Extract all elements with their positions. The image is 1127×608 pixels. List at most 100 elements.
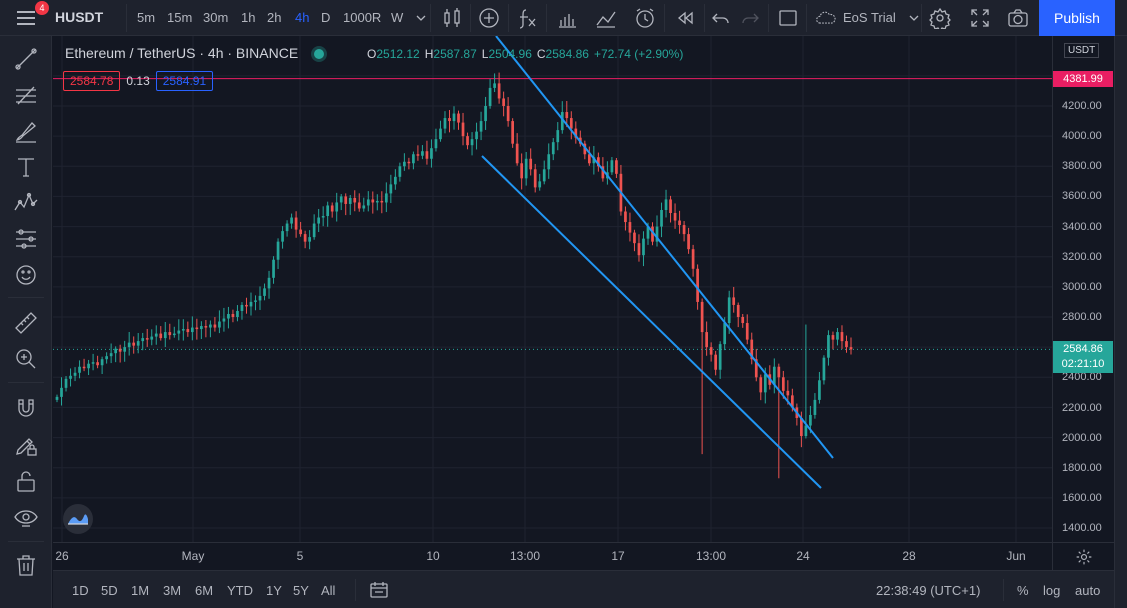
timeframe-w[interactable]: W — [391, 10, 404, 25]
candle-body — [290, 217, 293, 224]
candle-body — [610, 160, 614, 173]
change-value: +72.74 (+2.90%) — [593, 47, 684, 61]
candle-body — [551, 142, 555, 155]
candle-body — [272, 259, 275, 278]
price-tick: 3000.00 — [1062, 281, 1102, 293]
candle-body — [524, 158, 528, 179]
magnet-icon[interactable] — [13, 396, 39, 422]
alert-clock-icon[interactable] — [634, 7, 656, 29]
candle-body — [443, 118, 447, 129]
candle-body — [412, 154, 415, 164]
candle-body — [222, 318, 226, 322]
replay-icon[interactable] — [674, 7, 696, 29]
candle-body — [651, 226, 654, 242]
candle-body — [181, 329, 185, 331]
undo-icon[interactable] — [710, 7, 732, 29]
candle-body — [154, 333, 158, 337]
timeframe-dropdown-chevron-icon[interactable] — [410, 7, 426, 29]
candle-body — [87, 363, 90, 369]
sell-price-button[interactable]: 2584.78 — [63, 71, 121, 91]
layout-name-button[interactable]: EoS Trial — [843, 10, 896, 25]
range-1d[interactable]: 1D — [72, 583, 89, 598]
symbol-search-button[interactable]: HUSDT — [55, 9, 104, 25]
candle-body — [529, 158, 533, 170]
layout-dropdown-chevron-icon[interactable] — [903, 7, 919, 29]
candle-body — [818, 380, 821, 400]
buy-price-button[interactable]: 2584.91 — [155, 71, 214, 91]
ruler-icon[interactable] — [13, 310, 39, 336]
lock-drawing-icon[interactable] — [13, 432, 39, 458]
menu-icon[interactable] — [6, 4, 48, 32]
candle-body — [218, 321, 221, 328]
emoji-icon[interactable] — [13, 262, 39, 288]
currency-unit-label[interactable]: USDT — [1064, 43, 1100, 58]
range-ytd[interactable]: YTD — [227, 583, 253, 598]
tradingview-logo-icon[interactable] — [63, 504, 93, 534]
price-axis[interactable]: USDT 4200.00 4000.00 3800.00 3600.00 340… — [1052, 36, 1114, 542]
clock-timezone[interactable]: 22:38:49 (UTC+1) — [876, 583, 981, 598]
candle-body — [263, 288, 266, 296]
candle-body — [673, 213, 677, 221]
candle-body — [258, 295, 262, 301]
candle-body — [123, 347, 127, 352]
candle-body — [772, 366, 776, 385]
candle-body — [393, 176, 397, 185]
range-3m[interactable]: 3M — [163, 583, 182, 598]
percent-scale-toggle[interactable]: % — [1017, 583, 1029, 598]
range-1m[interactable]: 1M — [131, 583, 150, 598]
candle-body — [696, 268, 699, 302]
add-compare-icon[interactable] — [478, 7, 500, 29]
timeframe-15m[interactable]: 15m — [167, 10, 193, 25]
fullscreen-layout-icon[interactable] — [777, 7, 799, 29]
settings-gear-icon[interactable] — [1075, 548, 1093, 566]
candle-body — [96, 362, 99, 366]
templates-icon[interactable] — [595, 7, 617, 29]
auto-scale-toggle[interactable]: auto — [1075, 583, 1101, 598]
lock-icon[interactable] — [13, 468, 39, 494]
range-all[interactable]: All — [321, 583, 336, 598]
fullscreen-icon[interactable] — [969, 7, 991, 29]
fib-tool-icon[interactable] — [13, 82, 39, 108]
text-tool-icon[interactable] — [13, 154, 39, 180]
candle-body — [245, 304, 248, 307]
prediction-tool-icon[interactable] — [13, 226, 39, 252]
candle-body — [736, 304, 740, 317]
range-5y[interactable]: 5Y — [293, 583, 309, 598]
candle-body — [840, 332, 844, 342]
timeframe-5m[interactable]: 5m — [137, 10, 156, 25]
candle-body — [213, 324, 217, 328]
timeframe-1000r[interactable]: 1000R — [343, 10, 382, 25]
timeframe-1h[interactable]: 1h — [241, 10, 256, 25]
eye-icon[interactable] — [13, 504, 39, 530]
redo-icon[interactable] — [739, 7, 761, 29]
timeframe-d[interactable]: D — [321, 10, 331, 25]
timeframe-30m[interactable]: 30m — [203, 10, 229, 25]
indicators-icon[interactable] — [516, 7, 538, 29]
time-axis[interactable]: 26 May 5 10 13:00 17 13:00 24 28 Jun — [53, 542, 1052, 570]
go-to-date-calendar-icon[interactable] — [369, 581, 389, 599]
candle-body — [800, 417, 803, 437]
chart-pane[interactable]: Ethereum / TetherUS · 4h · BINANCE O2512… — [53, 36, 1052, 542]
brush-tool-icon[interactable] — [13, 118, 39, 144]
log-scale-toggle[interactable]: log — [1043, 583, 1061, 598]
camera-icon[interactable] — [1007, 7, 1029, 29]
financials-icon[interactable] — [556, 7, 578, 29]
publish-button[interactable]: Publish — [1039, 0, 1115, 36]
candle-style-icon[interactable] — [441, 7, 463, 29]
range-1y[interactable]: 1Y — [266, 583, 282, 598]
candle-body — [267, 277, 271, 289]
trendline-tool-icon[interactable] — [13, 46, 39, 72]
gear-icon[interactable] — [929, 7, 951, 33]
candle-body — [82, 366, 86, 369]
cloud-icon[interactable] — [815, 7, 841, 29]
candle-body — [822, 357, 826, 381]
price-tick: 1800.00 — [1062, 462, 1102, 474]
range-6m[interactable]: 6M — [195, 583, 214, 598]
pattern-tool-icon[interactable] — [13, 190, 39, 216]
candle-body — [168, 332, 172, 336]
zoom-in-icon[interactable] — [13, 346, 39, 372]
timeframe-4h[interactable]: 4h — [295, 10, 310, 25]
trash-icon[interactable] — [13, 552, 39, 578]
range-5d[interactable]: 5D — [101, 583, 118, 598]
timeframe-2h[interactable]: 2h — [267, 10, 282, 25]
